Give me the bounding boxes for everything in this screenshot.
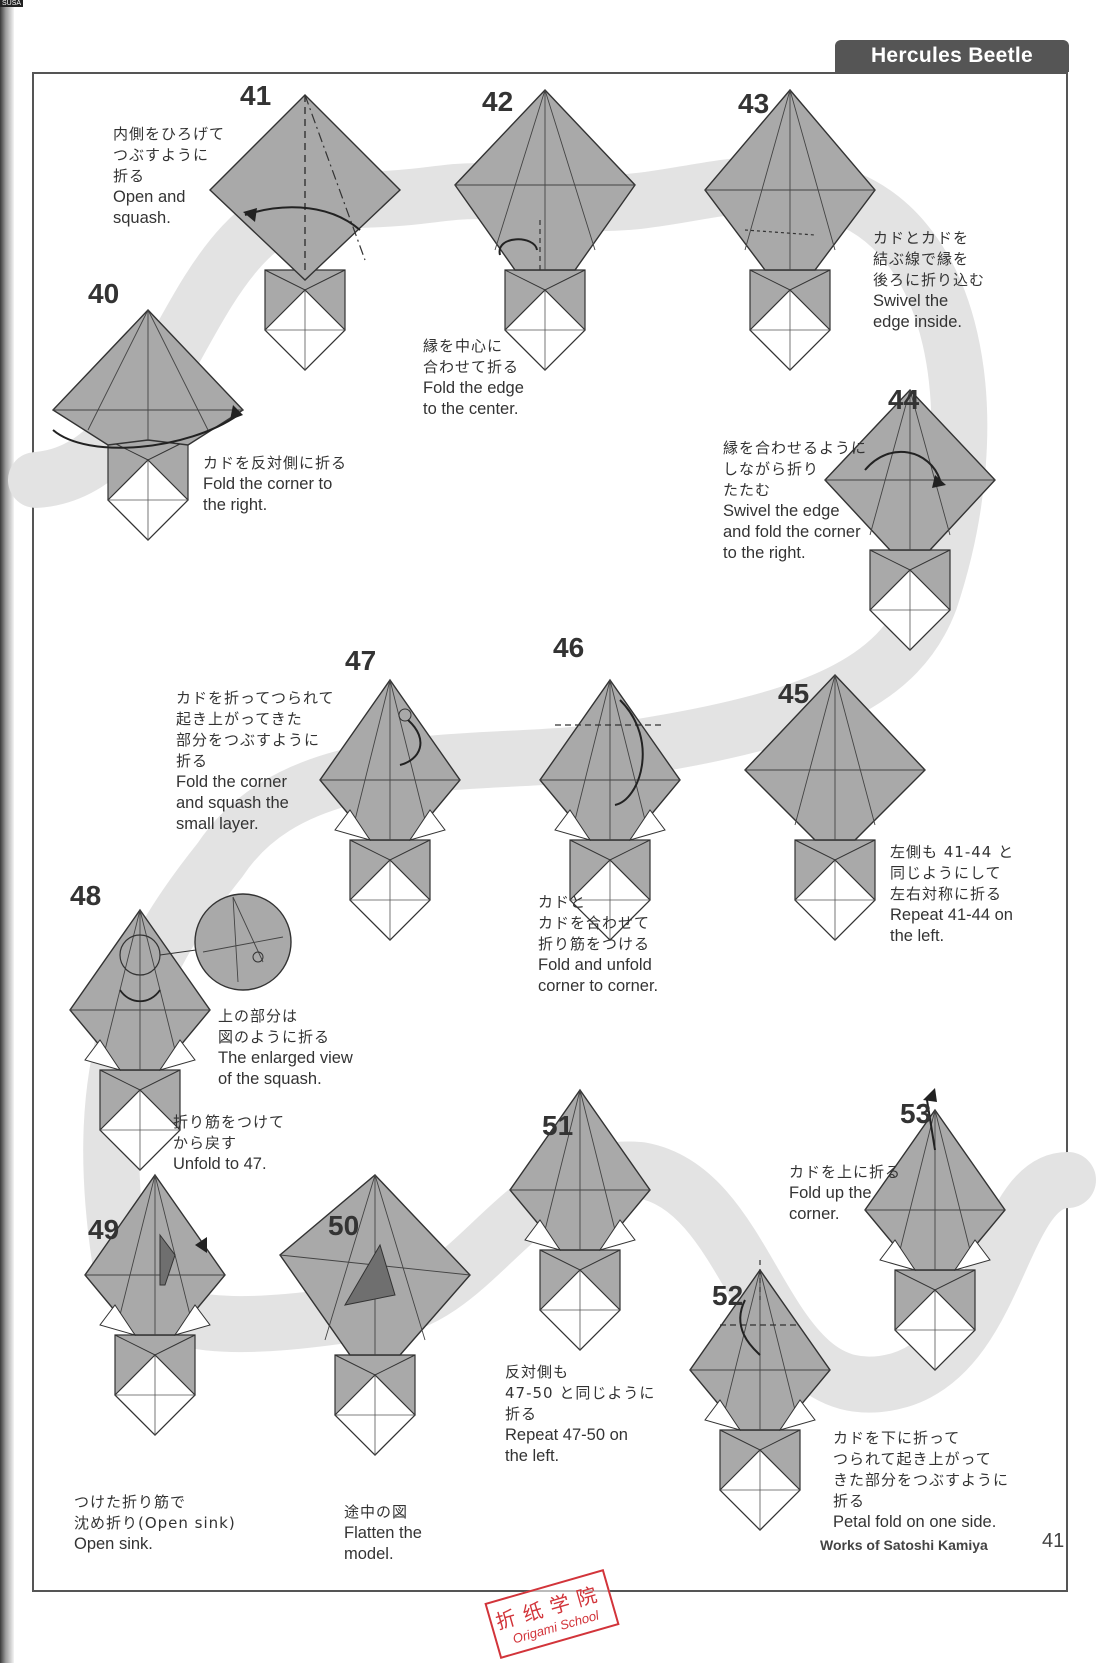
- step-number-53: 53: [900, 1098, 932, 1129]
- step-48-enlarged-note: 上の部分は 図のように折る The enlarged view of the squ…: [218, 1007, 353, 1088]
- step-48-enlarged-view: [194, 893, 292, 991]
- step-number-42: 42: [482, 86, 514, 117]
- step-number-47: 47: [345, 645, 377, 676]
- step-40-diagram: [51, 308, 245, 541]
- zoom-connector: [159, 949, 197, 956]
- step-number-48: 48: [70, 880, 102, 911]
- page-number: 41: [1042, 1530, 1065, 1552]
- step-number-45: 45: [778, 678, 810, 709]
- step-number-40: 40: [88, 278, 120, 309]
- step-number-44: 44: [888, 384, 920, 415]
- step-48-instruction: 折り筋をつけて から戻す Unfold to 47.: [173, 1113, 286, 1173]
- step-49-instruction: つけた折り筋で 沈め折り(Open sink) Open sink.: [74, 1493, 236, 1553]
- step-41-instruction: 内側をひろげて つぶすように 折る Open and squash.: [113, 125, 226, 227]
- step-52-instruction: カドを下に折って つられて起き上がって きた部分をつぶすように 折る Petal fo…: [833, 1429, 1010, 1531]
- page-binding-shadow: [0, 0, 14, 1663]
- step-40-instruction: カドを反対側に折る Fold the corner to the right.: [203, 454, 348, 514]
- step-41-diagram: [208, 94, 402, 371]
- step-45-instruction: 左側も 41-44 と同じようにして 左右対称に折る Repeat 41-44 o…: [890, 843, 1015, 945]
- step-52-diagram: [689, 1260, 831, 1531]
- step-51-instruction: 反対側も 47-50 と同じように 折る Repeat 47-50 on the le…: [505, 1363, 656, 1465]
- step-43-instruction: カドとカドを 結ぶ線で縁を 後ろに折り込む Swivel the edge insid…: [873, 229, 986, 331]
- step-49-diagram: [84, 1174, 226, 1436]
- step-number-50: 50: [328, 1210, 360, 1241]
- step-42-diagram: [454, 88, 636, 371]
- step-42-instruction: 縁を中心に 合わせて折る Fold the edge to the center.: [423, 337, 524, 418]
- corner-mark: SUSA: [0, 0, 24, 7]
- step-53-instruction: カドを上に折る Fold up the corner.: [789, 1163, 902, 1223]
- step-46-diagram: [539, 679, 681, 941]
- step-44-instruction: 縁を合わせるように しながら折り たたむ Swivel the edge and fo…: [723, 439, 868, 562]
- step-44-diagram: [824, 388, 996, 651]
- step-50-diagram: [279, 1174, 471, 1456]
- step-number-43: 43: [738, 88, 770, 119]
- step-53-diagram: [864, 1088, 1006, 1371]
- step-number-46: 46: [553, 632, 585, 663]
- step-43-diagram: [704, 88, 876, 371]
- step-47-instruction: カドを折ってつられて 起き上がってきた 部分をつぶすように 折る Fold the c…: [176, 689, 335, 833]
- step-number-41: 41: [240, 80, 272, 111]
- step-47-diagram: [319, 679, 461, 941]
- chapter-title: Hercules Beetle: [835, 40, 1069, 72]
- step-number-51: 51: [542, 1110, 574, 1141]
- step-46-instruction: カドと カドを合わせて 折り筋をつける Fold and unfold corner …: [538, 893, 659, 995]
- step-number-49: 49: [88, 1214, 120, 1245]
- step-45-diagram: [744, 673, 926, 941]
- step-number-52: 52: [712, 1280, 744, 1311]
- footer-credit: Works of Satoshi Kamiya: [820, 1537, 988, 1553]
- step-50-instruction: 途中の図 Flatten the model.: [344, 1503, 422, 1563]
